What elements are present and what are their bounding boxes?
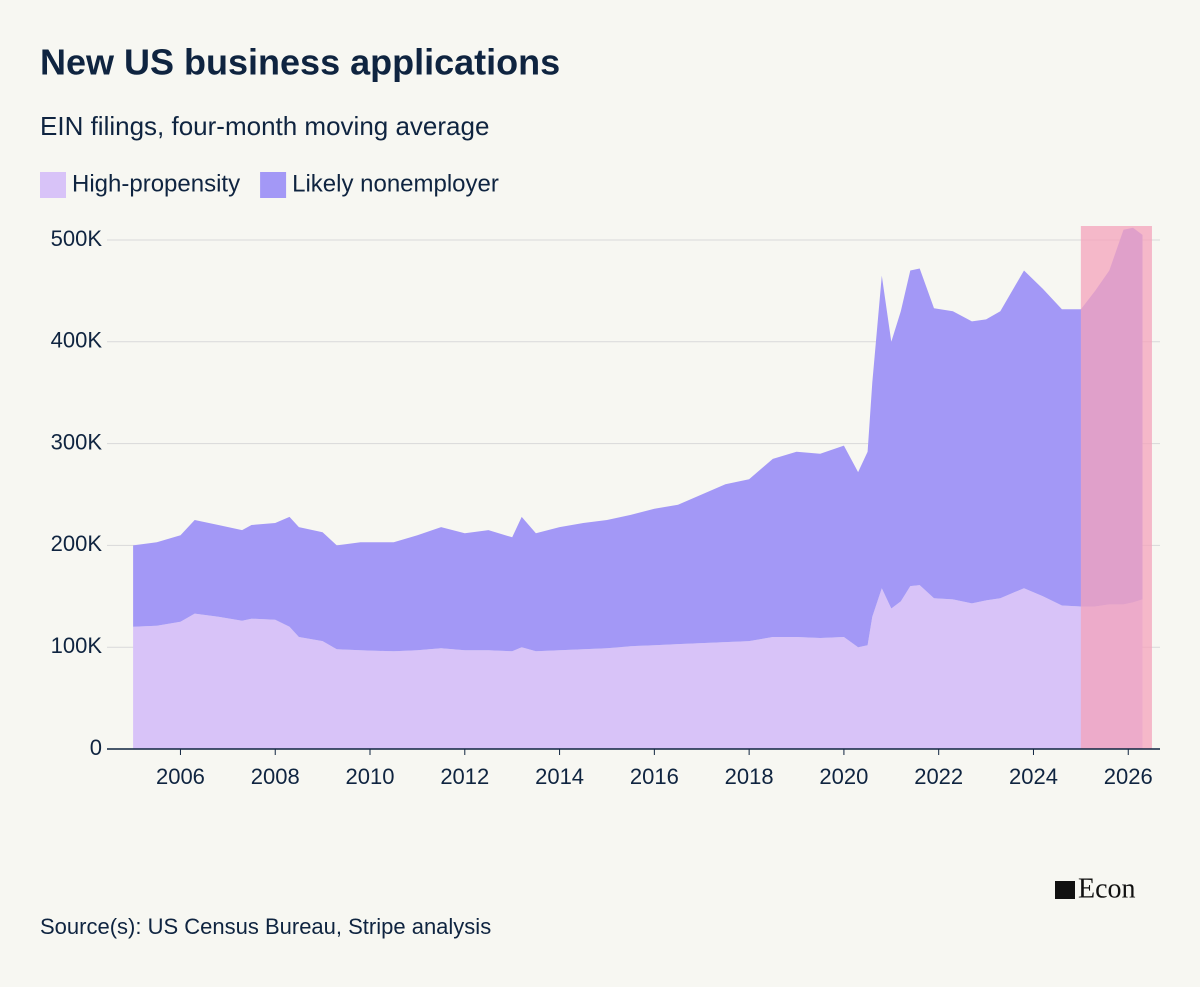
logo-icon [1055,881,1075,899]
area [133,227,1143,652]
area [133,585,1143,749]
x-tick-label: 2018 [725,764,774,789]
x-tick-label: 2024 [1009,764,1058,789]
x-tick-label: 2014 [535,764,584,789]
y-tick-label: 200K [51,531,103,556]
chart-subtitle: EIN filings, four-month moving average [40,111,489,141]
highlight-band [1080,226,1152,749]
legend-label: Likely nonemployer [292,170,499,197]
y-tick-label: 100K [51,633,103,658]
legend-swatch [40,172,66,198]
y-tick-label: 400K [51,328,103,353]
legend-swatch [260,172,287,198]
source-note: Source(s): US Census Bureau, Stripe anal… [40,914,491,939]
x-tick-label: 2020 [819,764,868,789]
x-tick-label: 2012 [440,764,489,789]
x-tick-label: 2006 [156,764,205,789]
y-tick-label: 0 [90,735,102,760]
chart-title: New US business applications [40,42,560,83]
x-tick-label: 2010 [346,764,395,789]
logo: Econ [1078,873,1136,904]
x-tick-label: 2008 [251,764,300,789]
x-tick-label: 2016 [630,764,679,789]
x-tick-label: 2026 [1104,764,1153,789]
y-tick-label: 500K [51,226,103,251]
x-tick-label: 2022 [914,764,963,789]
y-tick-label: 300K [51,429,103,454]
legend-label: High-propensity [72,170,240,197]
